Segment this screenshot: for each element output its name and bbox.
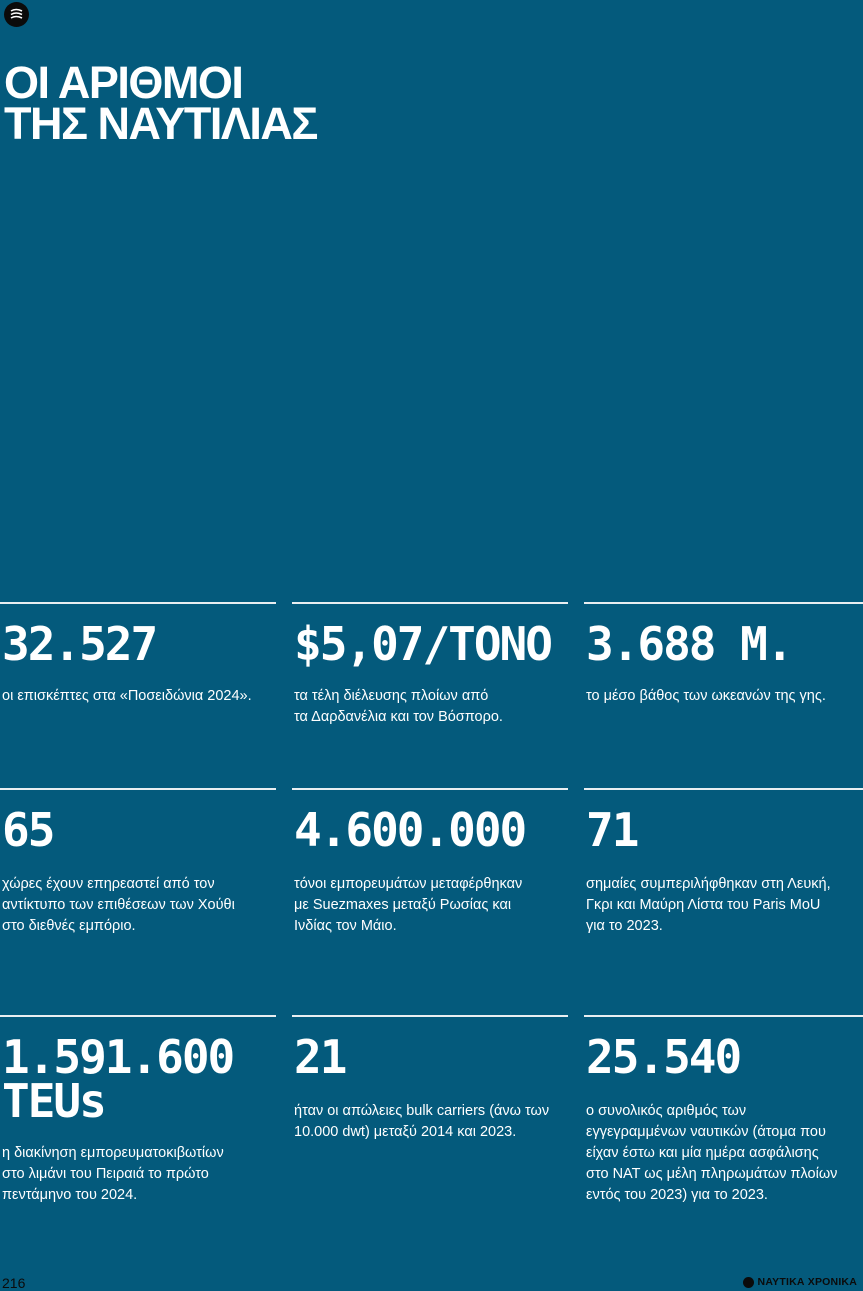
stat-countries-affected: 65 χώρες έχουν επηρεαστεί από τον αντίκτ… <box>0 788 276 948</box>
stat-description-line: τα Δαρδανέλια και τον Βόσπορο. <box>294 709 503 725</box>
stat-description-line: στο λιμάνι του Πειραιά το πρώτο <box>2 1166 209 1182</box>
brand-name: ΝΑΥΤΙΚΑ ΧΡΟΝΙΚΑ <box>757 1276 857 1288</box>
stat-suezmax-tonnes: 4.600.000 τόνοι εμπορευμάτων μεταφέρθηκα… <box>292 788 568 948</box>
stat-description: οι επισκέπτες στα «Ποσειδώνια 2024». <box>2 686 252 707</box>
stat-description-line: η διακίνηση εμπορευματοκιβωτίων <box>2 1145 224 1161</box>
stat-description-line: εγγεγραμμένων ναυτικών (άτομα που <box>586 1124 826 1140</box>
stat-value: 71 <box>586 803 639 857</box>
stat-piraeus-teus: 1.591.600 TEUs η διακίνηση εμπορευματοκι… <box>0 1015 276 1215</box>
stat-value: 1.591.600 TEUs <box>2 1030 262 1128</box>
stat-value-line: TEUs <box>2 1074 107 1128</box>
stat-description-line: ήταν οι απώλειες bulk carriers (άνω των <box>294 1103 550 1119</box>
stat-value: 25.540 <box>586 1030 742 1084</box>
stat-description-line: τόνοι εμπορευμάτων μεταφέρθηκαν <box>294 876 523 892</box>
stat-value: 65 <box>2 803 55 857</box>
stat-description-line: χώρες έχουν επηρεαστεί από τον <box>2 876 215 892</box>
stat-value: $5,07/ΤΟΝΟ <box>294 617 553 671</box>
stat-transit-fees: $5,07/ΤΟΝΟ τα τέλη διέλευσης πλοίων από … <box>292 602 568 732</box>
stat-description: σημαίες συμπεριλήφθηκαν στη Λευκή, Γκρι … <box>586 874 831 937</box>
page-number: 216 <box>2 1275 26 1291</box>
stat-value: 32.527 <box>2 617 158 671</box>
stat-value: 21 <box>294 1030 347 1084</box>
brand-logo-icon <box>742 1276 754 1288</box>
stat-description-line: Ινδίας τον Μάιο. <box>294 918 397 934</box>
stat-description-line: στο διεθνές εμπόριο. <box>2 918 136 934</box>
stat-description-line: πεντάμηνο του 2024. <box>2 1187 138 1203</box>
stat-description: ήταν οι απώλειες bulk carriers (άνω των … <box>294 1101 549 1143</box>
brand-footer: ΝΑΥΤΙΚΑ ΧΡΟΝΙΚΑ <box>742 1276 857 1288</box>
stat-description: το μέσο βάθος των ωκεανών της γης. <box>586 686 826 707</box>
stat-value: 4.600.000 <box>294 803 527 857</box>
stat-bulk-carrier-losses: 21 ήταν οι απώλειες bulk carriers (άνω τ… <box>292 1015 568 1215</box>
stat-description: ο συνολικός αριθμός των εγγεγραμμένων να… <box>586 1101 837 1206</box>
stat-description-line: ο συνολικός αριθμός των <box>586 1103 747 1119</box>
stat-description: τόνοι εμπορευμάτων μεταφέρθηκαν με Suezm… <box>294 874 522 937</box>
stat-description-line: για το 2023. <box>586 918 663 934</box>
stat-value-line: 1.591.600 <box>2 1030 235 1084</box>
stat-description: τα τέλη διέλευσης πλοίων από τα Δαρδανέλ… <box>294 686 503 728</box>
stat-description-line: οι επισκέπτες στα «Ποσειδώνια 2024». <box>2 688 252 704</box>
stat-value: 3.688 Μ. <box>586 617 794 671</box>
stat-description-line: το μέσο βάθος των ωκεανών της γης. <box>586 688 826 704</box>
stat-description-line: με Suezmaxes μεταξύ Ρωσίας και <box>294 897 512 913</box>
stat-description-line: Γκρι και Μαύρη Λίστα του Paris MoU <box>586 897 821 913</box>
stat-description-line: σημαίες συμπεριλήφθηκαν στη Λευκή, <box>586 876 831 892</box>
wave-logo-icon <box>4 2 29 27</box>
page-title-line-1: ΟΙ ΑΡΙΘΜΟΙ <box>4 57 244 108</box>
stat-description: η διακίνηση εμπορευματοκιβωτίων στο λιμά… <box>2 1143 224 1206</box>
stat-description-line: 10.000 dwt) μεταξύ 2014 και 2023. <box>294 1124 517 1140</box>
stat-description-line: στο ΝΑΤ ως μέλη πληρωμάτων πλοίων <box>586 1166 838 1182</box>
stat-description-line: εντός του 2023) για το 2023. <box>586 1187 768 1203</box>
stat-ocean-depth: 3.688 Μ. το μέσο βάθος των ωκεανών της γ… <box>584 602 863 732</box>
stat-description-line: αντίκτυπο των επιθέσεων των Χούθι <box>2 897 235 913</box>
stat-registered-seafarers: 25.540 ο συνολικός αριθμός των εγγεγραμμ… <box>584 1015 863 1215</box>
stat-visitors: 32.527 οι επισκέπτες στα «Ποσειδώνια 202… <box>0 602 276 732</box>
page-title: ΟΙ ΑΡΙΘΜΟΙ ΤΗΣ ΝΑΥΤΙΛΙΑΣ <box>4 57 504 149</box>
stat-description-line: τα τέλη διέλευσης πλοίων από <box>294 688 489 704</box>
page-title-line-2: ΤΗΣ ΝΑΥΤΙΛΙΑΣ <box>4 98 318 149</box>
stat-flags-paris-mou: 71 σημαίες συμπεριλήφθηκαν στη Λευκή, Γκ… <box>584 788 863 948</box>
stat-description-line: είχαν έστω και μία ημέρα ασφάλισης <box>586 1145 819 1161</box>
stat-description: χώρες έχουν επηρεαστεί από τον αντίκτυπο… <box>2 874 235 937</box>
